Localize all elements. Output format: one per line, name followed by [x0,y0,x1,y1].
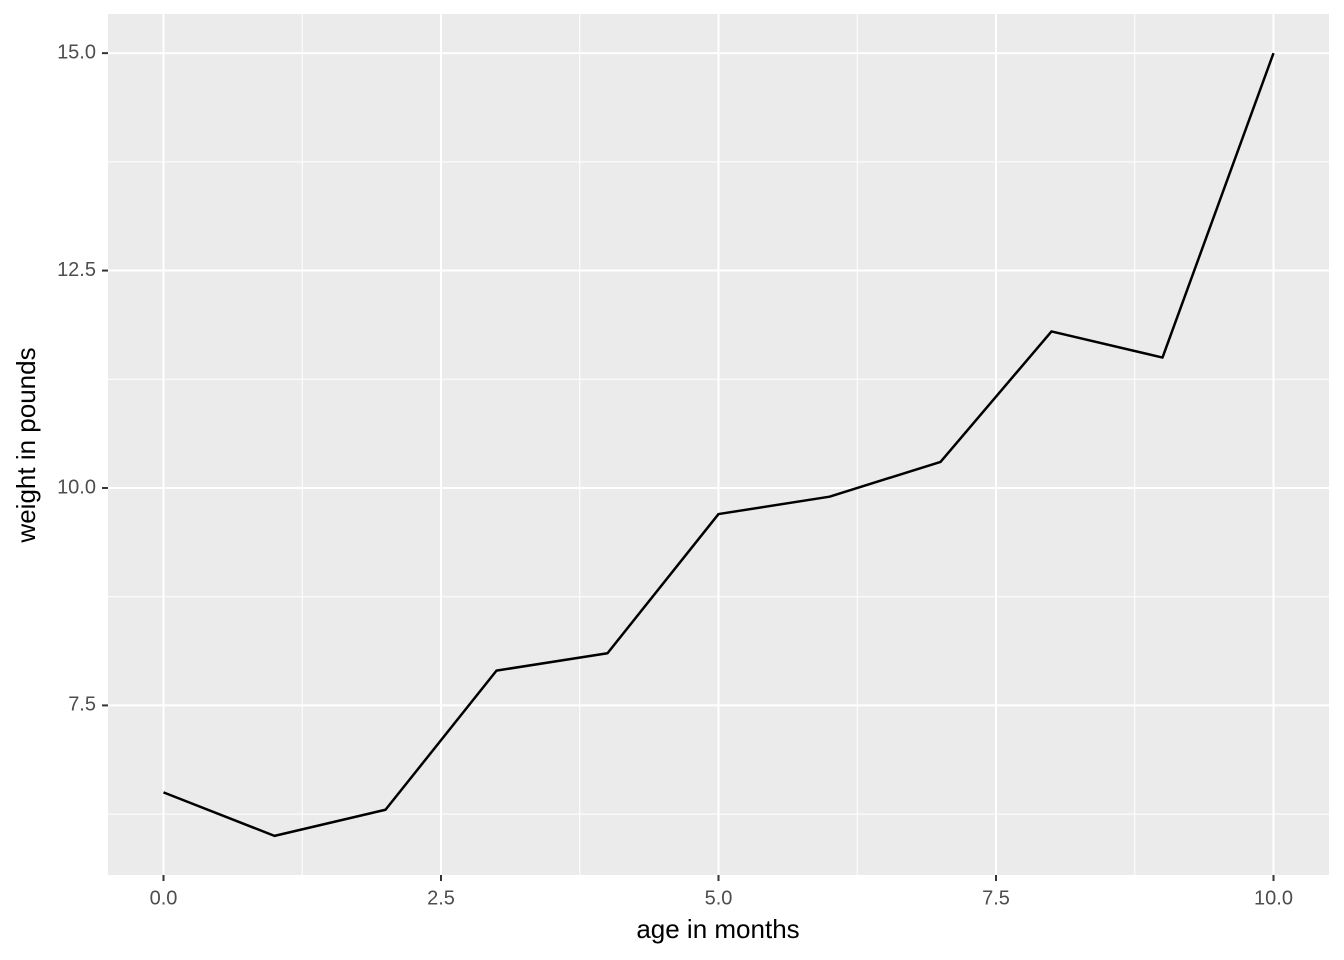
y-tick-label: 15.0 [57,41,96,63]
y-axis-title: weight in pounds [11,347,41,543]
x-tick-label: 5.0 [705,887,733,909]
line [163,52,1275,838]
x-tick-label: 7.5 [982,887,1010,909]
y-tick-label: 7.5 [68,694,96,716]
x-tick-label: 2.5 [427,887,455,909]
x-tick-label: 10.0 [1254,887,1293,909]
y-tick-label: 10.0 [57,476,96,498]
x-tick-label: 0.0 [150,887,178,909]
x-axis-title: age in months [636,914,799,944]
y-tick-label: 12.5 [57,259,96,281]
